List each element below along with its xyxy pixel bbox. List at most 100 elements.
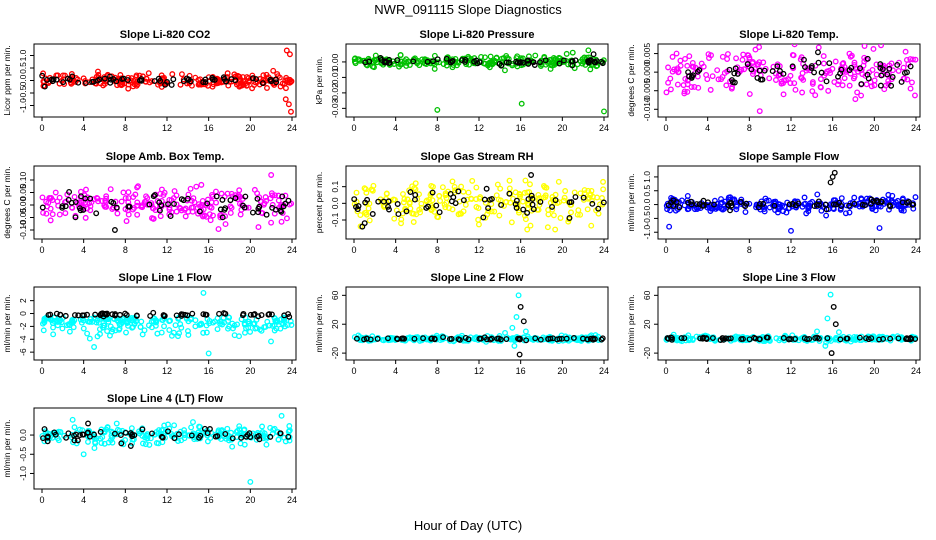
ref-point — [39, 72, 46, 79]
y-tick-label: 0.0 — [642, 198, 652, 210]
data-point — [254, 431, 261, 438]
data-point — [71, 317, 78, 324]
panel-5: Slope Gas Stream RH percent per min. -0.1 0… — [314, 151, 609, 255]
data-point — [431, 52, 438, 59]
ref-point — [112, 312, 119, 319]
ref-point — [212, 433, 219, 440]
data-point — [86, 335, 93, 342]
ref-point — [117, 432, 124, 439]
x-tick-label: 0 — [39, 366, 44, 376]
data-point — [145, 322, 152, 329]
ref-point — [41, 426, 48, 433]
data-point — [93, 195, 100, 201]
x-tick-label: 4 — [705, 366, 710, 376]
ref-point — [792, 336, 798, 342]
data-point — [210, 212, 216, 219]
data-point — [516, 209, 522, 216]
ref-point — [395, 211, 402, 218]
data-point — [488, 208, 495, 215]
outlier-point — [528, 172, 535, 178]
data-point — [426, 196, 432, 203]
ref-point — [147, 312, 154, 319]
ref-point — [868, 335, 875, 342]
ref-point — [497, 336, 504, 343]
ref-point — [859, 201, 866, 208]
data-point — [773, 335, 780, 342]
ref-point — [410, 58, 417, 65]
ref-point — [769, 68, 776, 75]
data-point — [193, 183, 200, 190]
data-point — [383, 190, 390, 197]
data-point — [766, 75, 773, 82]
data-point — [501, 67, 508, 74]
data-point — [818, 207, 825, 214]
data-points — [663, 169, 919, 234]
ref-point — [812, 335, 819, 342]
data-point — [123, 329, 129, 336]
data-point — [76, 426, 83, 433]
outlier-point — [601, 108, 607, 115]
ref-point — [240, 310, 247, 317]
data-points — [39, 412, 293, 485]
data-point — [791, 44, 798, 48]
data-point — [157, 213, 164, 220]
data-point — [544, 335, 551, 342]
ref-point — [681, 335, 688, 342]
data-point — [851, 62, 858, 68]
ref-point — [213, 193, 220, 200]
ref-point — [253, 76, 260, 83]
ref-point — [585, 59, 592, 66]
ref-point — [595, 205, 602, 212]
data-point — [482, 54, 488, 61]
y-tick-label: -0.03 — [330, 98, 340, 118]
data-point — [909, 56, 916, 63]
data-point — [403, 56, 410, 63]
ref-point — [818, 69, 825, 76]
ref-point — [72, 199, 79, 205]
data-point — [524, 226, 531, 233]
x-tick-label: 4 — [393, 366, 398, 376]
data-point — [861, 44, 868, 50]
data-point — [246, 78, 252, 85]
data-point — [122, 195, 129, 202]
ref-point — [122, 429, 129, 436]
ref-point — [433, 202, 440, 209]
ref-point — [131, 432, 138, 439]
ref-point — [423, 204, 430, 211]
ref-point — [407, 189, 414, 195]
data-point — [435, 214, 442, 221]
data-point — [361, 209, 368, 216]
x-tick-label: 4 — [81, 123, 86, 133]
ref-point — [170, 76, 177, 83]
ref-point — [52, 431, 59, 438]
data-point — [217, 214, 224, 221]
data-point — [352, 60, 359, 67]
ref-point — [449, 58, 456, 65]
x-tick-label: 20 — [557, 245, 567, 255]
data-point — [673, 67, 680, 73]
y-axis-label: ml/min per min. — [626, 294, 636, 352]
data-point — [431, 65, 438, 72]
ref-point — [560, 57, 567, 64]
data-point — [787, 80, 794, 87]
data-point — [733, 55, 740, 62]
x-tick-label: 12 — [786, 123, 796, 133]
data-point — [458, 183, 465, 190]
data-point — [847, 53, 854, 60]
ref-point — [697, 335, 704, 342]
data-point — [684, 192, 691, 199]
y-axis-label: percent per min. — [314, 172, 324, 233]
y-axis-label: ml/min per min. — [2, 419, 12, 477]
ref-point — [740, 336, 746, 342]
data-point — [69, 416, 76, 423]
ref-point — [878, 72, 885, 79]
ref-point — [65, 430, 72, 437]
y-axis-label: ml/min per min. — [314, 294, 324, 352]
x-tick-label: 8 — [747, 366, 752, 376]
ref-point — [75, 312, 82, 319]
panel-4: Slope Amb. Box Temp. degrees C per min. -0… — [2, 151, 297, 255]
data-point — [826, 67, 833, 74]
ref-point — [125, 203, 132, 210]
data-point — [372, 52, 379, 59]
x-tick-label: 0 — [39, 495, 44, 505]
